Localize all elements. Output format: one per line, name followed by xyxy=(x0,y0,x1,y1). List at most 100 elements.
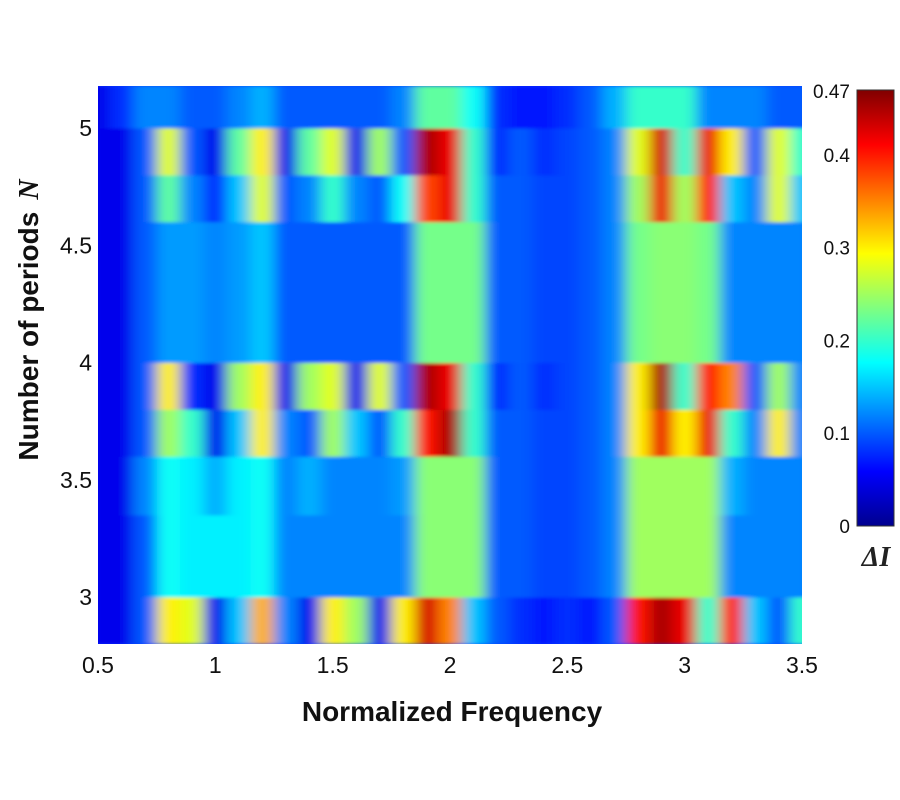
heatmap-cell xyxy=(719,86,744,129)
heatmap-cell xyxy=(790,86,802,129)
heatmap-cell xyxy=(579,409,604,457)
heatmap-cell xyxy=(438,409,463,457)
heatmap-cell xyxy=(227,86,252,129)
heatmap-cell xyxy=(485,280,510,363)
heatmap-cell xyxy=(109,362,134,410)
heatmap-cell xyxy=(508,409,533,457)
heatmap-cell xyxy=(98,409,111,457)
heatmap-cell xyxy=(532,456,557,516)
heatmap-cell xyxy=(696,514,721,598)
heatmap-cell xyxy=(180,409,205,457)
heatmap-cell xyxy=(626,221,650,281)
heatmap-cell xyxy=(297,456,322,516)
heatmap-cell xyxy=(696,280,721,363)
heatmap-cell xyxy=(602,128,627,176)
heatmap-cell xyxy=(156,86,181,129)
x-axis-label: Normalized Frequency xyxy=(302,696,603,727)
heatmap-cell xyxy=(696,128,721,176)
heatmap-cell xyxy=(156,174,181,223)
heatmap-cell xyxy=(672,128,697,176)
heatmap-cell xyxy=(438,128,463,176)
heatmap-cell xyxy=(579,86,604,129)
heatmap-cell xyxy=(109,174,134,223)
heatmap-cell xyxy=(485,409,510,457)
colorbar-tick-label: 0.2 xyxy=(824,331,850,352)
heatmap-cell xyxy=(133,362,158,410)
heatmap-cell xyxy=(367,597,392,644)
heatmap-cells xyxy=(98,86,802,644)
heatmap-cell xyxy=(555,221,580,281)
colorbar-tick-label: 0.4 xyxy=(824,146,851,167)
heatmap-cell xyxy=(766,221,791,281)
heatmap-cell xyxy=(156,409,181,457)
heatmap-cell xyxy=(109,280,134,363)
heatmap-cell xyxy=(696,456,721,516)
heatmap-cell xyxy=(98,86,111,129)
heatmap-cell xyxy=(672,86,697,129)
heatmap-cell xyxy=(133,174,158,223)
heatmap-cell xyxy=(414,456,439,516)
heatmap-cell xyxy=(672,174,697,223)
heatmap-cell xyxy=(766,597,791,644)
heatmap-cell xyxy=(250,128,275,176)
heatmap-cell xyxy=(367,128,392,176)
heatmap-cell xyxy=(555,514,580,598)
heatmap-cell xyxy=(297,362,322,410)
heatmap-cell xyxy=(274,456,298,516)
heatmap-cell xyxy=(156,597,181,644)
heatmap-cell xyxy=(203,597,228,644)
heatmap-cell xyxy=(367,280,392,363)
heatmap-cell xyxy=(109,221,134,281)
heatmap-cell xyxy=(649,174,674,223)
colorbar-tick-label: 0.1 xyxy=(824,424,850,445)
heatmap-cell xyxy=(532,128,557,176)
heatmap-cell xyxy=(790,128,802,176)
heatmap-cell xyxy=(367,86,392,129)
heatmap-cell xyxy=(743,280,768,363)
heatmap-cell xyxy=(320,597,345,644)
heatmap-cell xyxy=(180,280,205,363)
heatmap-cell xyxy=(508,86,533,129)
heatmap-cell xyxy=(203,456,228,516)
heatmap-cell xyxy=(344,86,369,129)
heatmap-cell xyxy=(555,174,580,223)
heatmap-cell xyxy=(743,456,768,516)
heatmap-cell xyxy=(98,456,111,516)
heatmap-cell xyxy=(391,128,416,176)
heatmap-cell xyxy=(766,280,791,363)
heatmap-cell xyxy=(109,86,134,129)
heatmap-cell xyxy=(672,221,697,281)
heatmap-cell xyxy=(344,362,369,410)
heatmap-cell xyxy=(438,362,463,410)
heatmap-cell xyxy=(461,362,486,410)
heatmap-cell xyxy=(766,128,791,176)
heatmap-cell xyxy=(696,362,721,410)
heatmap-cell xyxy=(602,280,627,363)
heatmap-cell xyxy=(485,514,510,598)
heatmap-cell xyxy=(227,597,252,644)
heatmap-cell xyxy=(297,409,322,457)
heatmap-cell xyxy=(203,280,228,363)
heatmap-cell xyxy=(98,174,111,223)
heatmap-cell xyxy=(250,409,275,457)
heatmap-cell xyxy=(133,221,158,281)
y-axis: 3 3.5 4 4.5 5 xyxy=(60,115,92,610)
heatmap-cell xyxy=(532,362,557,410)
heatmap-cell xyxy=(579,128,604,176)
plot-area xyxy=(98,86,802,644)
x-tick-label: 1 xyxy=(209,652,222,678)
heatmap-cell xyxy=(344,128,369,176)
heatmap-cell xyxy=(602,86,627,129)
heatmap-cell xyxy=(532,514,557,598)
heatmap-cell xyxy=(98,514,111,598)
heatmap-cell xyxy=(743,362,768,410)
heatmap-cell xyxy=(649,514,674,598)
heatmap-cell xyxy=(109,128,134,176)
heatmap-cell xyxy=(391,362,416,410)
heatmap-cell xyxy=(438,280,463,363)
heatmap-cell xyxy=(274,174,298,223)
heatmap-cell xyxy=(203,86,228,129)
heatmap-cell xyxy=(743,221,768,281)
heatmap-cell xyxy=(156,514,181,598)
